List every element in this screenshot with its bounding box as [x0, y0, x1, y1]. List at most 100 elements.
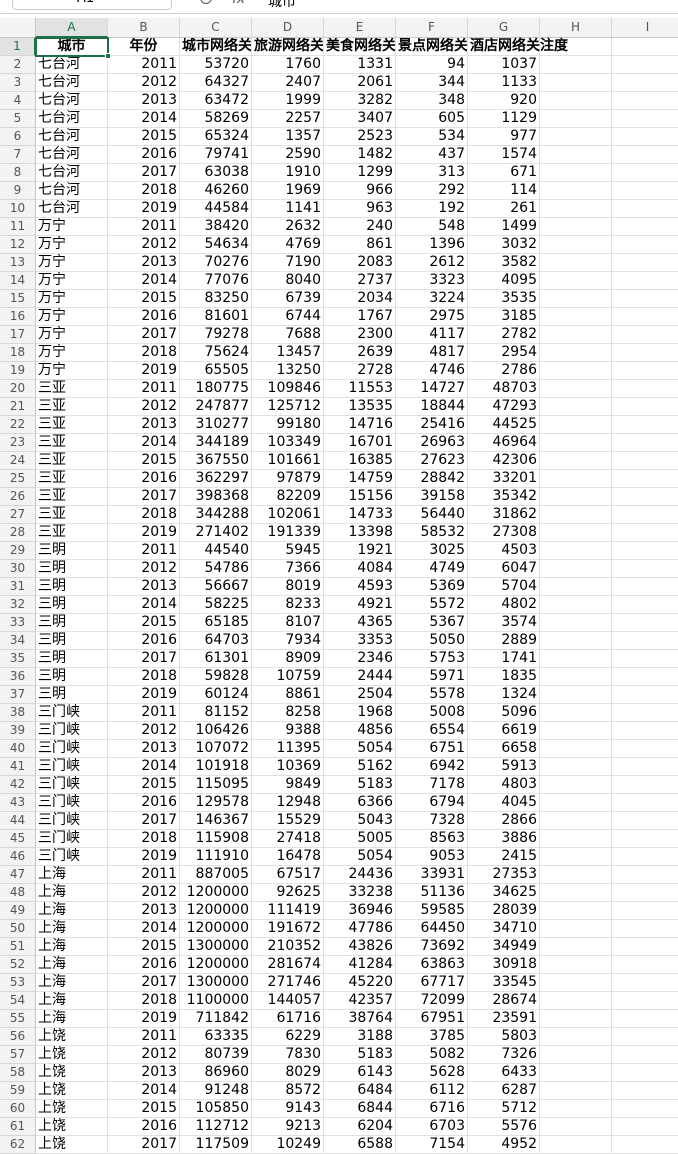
cell[interactable]: [540, 434, 612, 452]
cell[interactable]: 63335: [180, 1028, 252, 1046]
cell[interactable]: 1396: [396, 236, 468, 254]
cell[interactable]: [612, 668, 678, 686]
cell[interactable]: 99180: [252, 416, 324, 434]
row-header[interactable]: 35: [0, 650, 36, 668]
cell[interactable]: [540, 416, 612, 434]
cell[interactable]: 8233: [252, 596, 324, 614]
cell[interactable]: 2415: [468, 848, 540, 866]
cell[interactable]: 101661: [252, 452, 324, 470]
cell[interactable]: 万宁: [36, 344, 108, 362]
cell[interactable]: [612, 218, 678, 236]
column-header[interactable]: F: [396, 18, 468, 38]
cell[interactable]: 1482: [324, 146, 396, 164]
cell[interactable]: 三明: [36, 578, 108, 596]
cell[interactable]: 271746: [252, 974, 324, 992]
cell[interactable]: [540, 902, 612, 920]
cell[interactable]: 1741: [468, 650, 540, 668]
cell[interactable]: 2016: [108, 632, 180, 650]
formula-text[interactable]: 城市: [268, 0, 296, 10]
cell[interactable]: 2018: [108, 830, 180, 848]
cell[interactable]: 2444: [324, 668, 396, 686]
cell[interactable]: 上饶: [36, 1046, 108, 1064]
cell[interactable]: [540, 776, 612, 794]
cell[interactable]: 67517: [252, 866, 324, 884]
row-header[interactable]: 23: [0, 434, 36, 452]
cell[interactable]: [540, 308, 612, 326]
cell[interactable]: 2013: [108, 902, 180, 920]
cell[interactable]: [540, 362, 612, 380]
cell[interactable]: 28842: [396, 470, 468, 488]
row-header[interactable]: 19: [0, 362, 36, 380]
cell[interactable]: 2523: [324, 128, 396, 146]
cell[interactable]: 5971: [396, 668, 468, 686]
cell[interactable]: [540, 1010, 612, 1028]
cell[interactable]: 605: [396, 110, 468, 128]
cell[interactable]: 2015: [108, 128, 180, 146]
cell[interactable]: 33545: [468, 974, 540, 992]
row-header[interactable]: 48: [0, 884, 36, 902]
column-header[interactable]: D: [252, 18, 324, 38]
cell[interactable]: 2866: [468, 812, 540, 830]
cell[interactable]: 14716: [324, 416, 396, 434]
cell[interactable]: 三明: [36, 650, 108, 668]
cell[interactable]: 万宁: [36, 326, 108, 344]
row-header[interactable]: 22: [0, 416, 36, 434]
cell[interactable]: 42357: [324, 992, 396, 1010]
cell[interactable]: 1331: [324, 56, 396, 74]
cell[interactable]: [540, 128, 612, 146]
cell[interactable]: 14727: [396, 380, 468, 398]
cell[interactable]: 4045: [468, 794, 540, 812]
cell[interactable]: [612, 344, 678, 362]
cell[interactable]: 三门峡: [36, 758, 108, 776]
cell[interactable]: 887005: [180, 866, 252, 884]
cell[interactable]: 三明: [36, 632, 108, 650]
cell[interactable]: 5572: [396, 596, 468, 614]
cell[interactable]: 三亚: [36, 380, 108, 398]
cell[interactable]: 3582: [468, 254, 540, 272]
cell[interactable]: 7830: [252, 1046, 324, 1064]
cell[interactable]: 三明: [36, 614, 108, 632]
cell[interactable]: 33201: [468, 470, 540, 488]
cell[interactable]: [540, 182, 612, 200]
cell[interactable]: [612, 398, 678, 416]
cell[interactable]: 6554: [396, 722, 468, 740]
column-header[interactable]: C: [180, 18, 252, 38]
cell[interactable]: 18844: [396, 398, 468, 416]
cell[interactable]: [540, 1136, 612, 1154]
cell[interactable]: 4817: [396, 344, 468, 362]
cell[interactable]: [612, 1082, 678, 1100]
cell[interactable]: 5578: [396, 686, 468, 704]
cell[interactable]: 三门峡: [36, 704, 108, 722]
column-header[interactable]: E: [324, 18, 396, 38]
cell[interactable]: [540, 866, 612, 884]
row-header[interactable]: 8: [0, 164, 36, 182]
cell[interactable]: 247877: [180, 398, 252, 416]
name-box[interactable]: A1: [12, 0, 172, 10]
column-header[interactable]: B: [108, 18, 180, 38]
cell[interactable]: [540, 740, 612, 758]
cell[interactable]: 5008: [396, 704, 468, 722]
cell[interactable]: 2018: [108, 992, 180, 1010]
cell[interactable]: 七台河: [36, 56, 108, 74]
cell[interactable]: 6047: [468, 560, 540, 578]
cell[interactable]: 上海: [36, 920, 108, 938]
cell[interactable]: [540, 704, 612, 722]
cell[interactable]: 83250: [180, 290, 252, 308]
cell[interactable]: 15156: [324, 488, 396, 506]
cell[interactable]: [540, 920, 612, 938]
cell[interactable]: 63472: [180, 92, 252, 110]
cell[interactable]: [540, 290, 612, 308]
cell[interactable]: 3224: [396, 290, 468, 308]
cell[interactable]: [612, 992, 678, 1010]
cell[interactable]: [612, 416, 678, 434]
cell[interactable]: [612, 128, 678, 146]
cell[interactable]: 4769: [252, 236, 324, 254]
cell[interactable]: 三明: [36, 686, 108, 704]
cell[interactable]: 101918: [180, 758, 252, 776]
cell[interactable]: [612, 56, 678, 74]
row-header[interactable]: 11: [0, 218, 36, 236]
cell[interactable]: 362297: [180, 470, 252, 488]
cell[interactable]: 4921: [324, 596, 396, 614]
cell[interactable]: 5054: [324, 740, 396, 758]
row-header[interactable]: 45: [0, 830, 36, 848]
